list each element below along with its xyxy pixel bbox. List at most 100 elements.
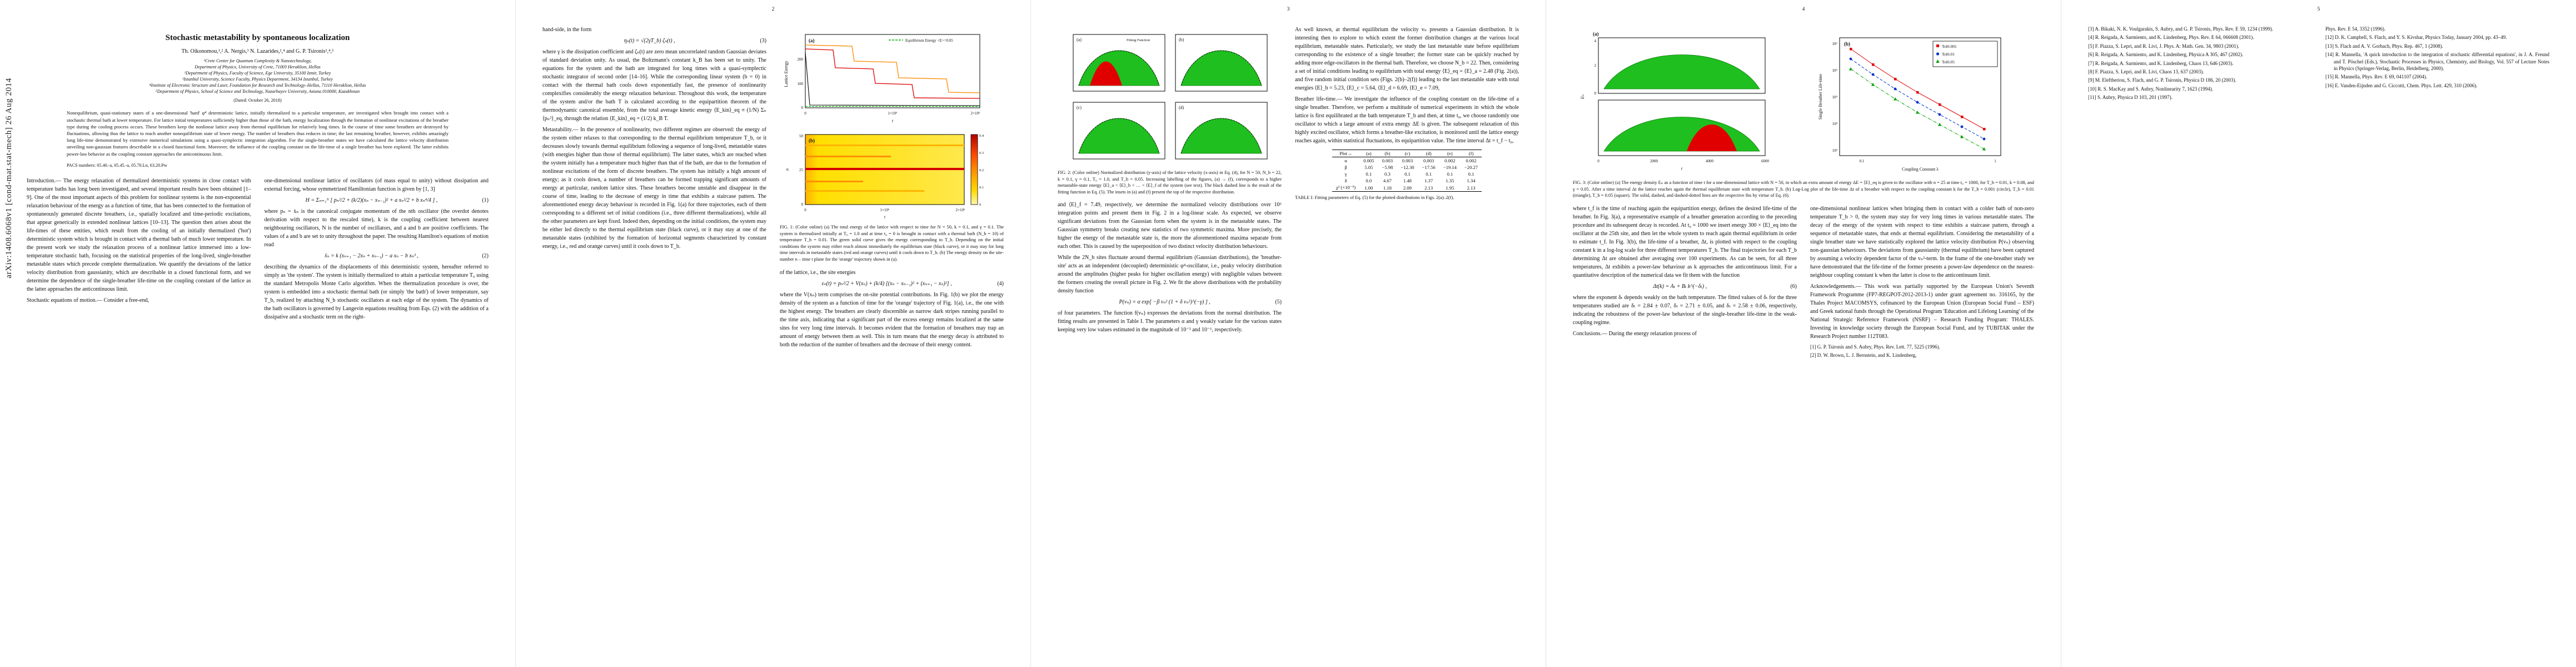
fig2-panel-label: (b): [1179, 37, 1184, 42]
table-row: α 0.005 0.003 0.003 0.003 0.002 0.002: [1332, 157, 1482, 165]
reference-item: [3] A. Bikaki, N. K. Voulgarakis, S. Aub…: [2088, 26, 2273, 32]
fig2-panel-label: (d): [1179, 105, 1184, 110]
reference-item: [16] E. Vanden-Eijnden and G. Ciccotti, …: [2325, 82, 2478, 88]
reference-item: [15] R. Mannella, Phys. Rev. E 69, 04110…: [2325, 74, 2428, 80]
fig2-panel-label: (a): [1077, 37, 1082, 42]
fig3a-ytick: 0: [1595, 91, 1597, 96]
body-paragraph: describing the dynamics of the displacem…: [264, 263, 489, 320]
page4-column-left: where t_f is the time of reaching again …: [1573, 205, 1797, 361]
body-paragraph: one-dimensional nonlinear lattice of osc…: [264, 177, 489, 192]
table-header-cell: (f): [1468, 151, 1474, 156]
reference-item: [9] M. Eleftheriou, S. Flach, and G. P. …: [2088, 77, 2236, 83]
reference-item: [11] S. Aubry, Physica D 103, 201 (1997)…: [2088, 94, 2173, 101]
page-number: 2: [771, 7, 775, 12]
table-cell: −5.98: [1382, 165, 1393, 170]
fig3-combined: (a) 4 2 0 Eₙ 0 2000 4000 6000 t (b) 10⁶ …: [1580, 31, 2001, 172]
fig2-fitting-curve: [1180, 118, 1262, 154]
table-cell: γ: [1344, 171, 1347, 177]
fig3b-legend-label: Tol0.01: [1942, 52, 1955, 57]
reference-item: [6] R. Reigada, A. Sarmiento, and K. Lin…: [2088, 52, 2244, 58]
fig2-fitting-curve: [1078, 50, 1160, 86]
fig1a-xtick: 0: [804, 111, 806, 116]
dated-line: (Dated: October 26, 2018): [233, 98, 282, 103]
equation-number: (3): [760, 38, 766, 44]
reference-item: Phys. Rev. E 54, 3352 (1996).: [2325, 26, 2386, 32]
table-header-cell: (c): [1404, 151, 1411, 156]
fig3a-ytick: 2: [1595, 63, 1597, 68]
fig1a-frame: [805, 34, 980, 108]
table-cell: 0.002: [1444, 158, 1456, 163]
reference-item: [10] R. S. MacKay and S. Aubry, Nonlinea…: [2088, 86, 2213, 92]
fig2-fitting-curve: [1078, 118, 1160, 154]
fig1-panel-b-heatmap: (b) 50 25 0 n 0 1×10⁶ 2×10⁶ t 0.4 0.3 0.…: [785, 134, 984, 220]
fig1b-ytick: 0: [801, 202, 804, 207]
body-paragraph: hand-side, in the form: [542, 27, 592, 33]
body-paragraph: where the V(xₙ) term comprises the on-si…: [780, 291, 1004, 348]
table-row: δ 0.0 4.67 1.48 1.37 1.35 1.34: [1332, 177, 1482, 184]
page2-column-left: hand-side, in the form ηₙ(t) = √(2γT_b) …: [542, 26, 766, 352]
figure-2: (a) Fitting Function (b) (c): [1058, 27, 1282, 167]
fig1b-colorbar: [970, 134, 978, 205]
affiliation-line: ⁵Department of Physics, School of Scienc…: [155, 89, 360, 94]
fig3a-y-axis-label: Eₙ: [1580, 94, 1585, 99]
fig3a-panel-label: (a): [1593, 31, 1599, 37]
fig3b-legend-label: Tol0.05: [1942, 59, 1955, 64]
fig1a-x-axis-label: t: [892, 118, 894, 123]
fig1b-breather-stripe: [805, 145, 964, 146]
fig1a-xtick: 1×10⁶: [888, 111, 898, 116]
body-paragraph: of the lattice, i.e., the site energies: [780, 269, 856, 276]
fig2-panel-label: (c): [1077, 105, 1082, 110]
fig3b-legend-marker-green: [1936, 59, 1940, 63]
table-cell: 1.95: [1446, 185, 1454, 191]
body-paragraph: Metastability.— In the presence of nonli…: [542, 127, 766, 250]
fig2-legend-label: Fitting Function: [1127, 38, 1150, 42]
table-header-cell: Plot→: [1339, 151, 1352, 156]
table-cell: 0.1: [1468, 171, 1474, 177]
table-cell: −19.14: [1443, 165, 1457, 170]
body-paragraph: of four parameters. The function f(vₙ) e…: [1058, 310, 1282, 334]
fig1b-breather-stripe: [805, 190, 924, 192]
table-cell: 1.00: [1364, 185, 1373, 191]
fig2-distribution-red: [1090, 61, 1122, 86]
equation-number: (2): [482, 252, 489, 259]
equation-number: (5): [1275, 299, 1282, 306]
fig1b-y-axis-label: n: [785, 168, 790, 171]
fig3b-xtick: 0.1: [1860, 159, 1865, 163]
fig1b-breather-stripe: [805, 156, 891, 157]
body-paragraph: Conclusions.— During the energy relaxati…: [1573, 330, 1697, 337]
arxiv-watermark: arXiv:1408.6068v1 [cond-mat.stat-mech] 2…: [4, 78, 13, 278]
fig3b-series-red-markers: [1850, 48, 1986, 131]
fig3b-ytick: 10⁴: [1832, 95, 1838, 99]
table-cell: 1.37: [1424, 178, 1433, 183]
table-row: χ² (×10⁻⁵) 1.00 1.18 2.09 2.13 1.95 2.13: [1332, 184, 1482, 192]
fig1-caption: FIG. 1: (Color online) (a) The total ene…: [780, 225, 1004, 262]
table-cell: χ² (×10⁻⁵): [1336, 185, 1356, 190]
page-4: 4 (a) 4 2 0 Eₙ 0 2000 4000 6000 t: [1546, 0, 2061, 667]
fig1b-ytick: 25: [799, 168, 804, 172]
fig3b-y-axis-label: Single Breather Life-time: [1818, 73, 1823, 120]
table-cell: 2.09: [1403, 185, 1412, 191]
abstract-text: Nonequilibrium, quasi-stationary states …: [67, 110, 449, 157]
fig1b-colorbar-tick: 0.3: [979, 151, 984, 155]
page5-column-right: Phys. Rev. E 54, 3352 (1996). [12] D. K.…: [2325, 26, 2549, 103]
table-cell: 5.05: [1364, 165, 1373, 170]
fig3b-legend-marker-red: [1936, 44, 1939, 47]
page-2: 2 hand-side, in the form ηₙ(t) = √(2γT_b…: [515, 0, 1030, 667]
fig3-caption: FIG. 3: (Color online) (a) The energy de…: [1573, 180, 2034, 198]
table-cell: 0.002: [1466, 158, 1477, 163]
table-cell: 1.35: [1446, 178, 1454, 183]
body-paragraph: While the 2N_b sites fluctuate around th…: [1058, 255, 1282, 295]
table-cell: 0.003: [1423, 158, 1434, 163]
fig3a-ytick: 4: [1595, 39, 1597, 43]
fig1a-legend-label: Equilibrium Energy <E>=0.05: [905, 38, 953, 43]
figure-3: (a) 4 2 0 Eₙ 0 2000 4000 6000 t (b) 10⁶ …: [1573, 27, 2034, 177]
equation: ηₙ(t) = √(2γT_b) ζₙ(t) , (3): [542, 38, 766, 44]
fig1b-colorbar-tick: 0.1: [979, 186, 984, 190]
body-paragraph: where γ is the dissipation coefficient a…: [542, 49, 766, 122]
fig1a-ytick: 100: [798, 82, 804, 86]
fig2-caption: FIG. 2: (Color online) Normalized distri…: [1058, 170, 1282, 195]
table-cell: 0.003: [1382, 158, 1393, 163]
page1-column-left: Introduction.— The energy relaxation of …: [27, 177, 251, 324]
page4-column-right: one-dimensional nonlinear lattices when …: [1810, 205, 2034, 361]
